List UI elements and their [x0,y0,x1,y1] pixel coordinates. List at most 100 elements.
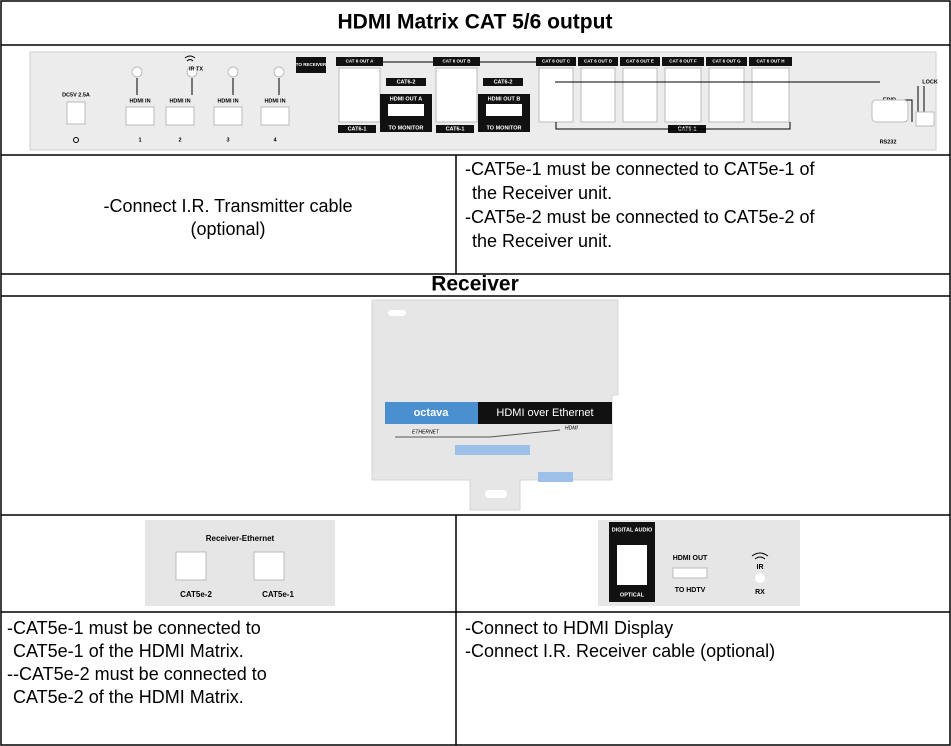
cat6-2-tab [483,78,523,86]
note-line: CAT5e-2 of the HDMI Matrix. [13,687,244,707]
cat6-2-label: CAT6-2 [494,79,513,85]
sticker-line [489,429,561,438]
receiver-title: Receiver [431,273,519,296]
cat6-1-label: CAT6-1 [348,126,367,132]
note-line: --CAT5e-2 must be connected to [7,664,267,684]
panel-plate [145,520,335,606]
cat6-port [435,67,478,123]
rs232-port [871,99,909,123]
lock-label: LOCK [922,79,938,85]
port [175,551,207,581]
audio-label: DIGITAL AUDIO [612,527,653,533]
power-label: DC5V 2.5A [62,92,90,98]
hdmi-out-label: HDMI OUT A [390,96,423,102]
title: HDMI Matrix CAT 5/6 output [338,11,613,34]
cat6-out-label: CAT 6 OUT A [346,59,374,64]
cat6-tab [536,57,576,66]
cat6-1-tab [436,125,474,133]
cat6-out-label: CAT 6 OUT B [443,59,472,64]
cat6-2-label: CAT6-2 [397,79,416,85]
product-label: HDMI over Ethernet [496,407,593,419]
receiver-ethernet-panel: Receiver-Ethernet CAT5e-2 CAT5e-1 [145,520,335,606]
hdmi-in-label: HDMI IN [129,98,150,104]
ir-label: IR [757,564,764,571]
brand: octava [414,407,450,419]
sticker [455,445,530,455]
cat6-port [538,67,574,123]
rs232-label: RS232 [880,139,897,145]
cat6-tab [336,57,383,66]
port-mark: ETHERNET [412,429,440,435]
hdmi-in-port [213,106,243,126]
power-port [66,101,86,125]
cat6-2-tab [386,78,426,86]
input-number: 3 [226,137,229,143]
input-number: 4 [273,137,277,143]
note-line: (optional) [190,219,265,239]
hdmi-in-label: HDMI IN [169,98,190,104]
monitor-box [478,124,530,132]
cat6-out-label: CAT 6 OUT E [626,59,654,64]
receiver-hdmi-panel: DIGITAL AUDIO OPTICAL HDMI OUT TO HDTV I… [598,520,800,606]
monitor-label: TO MONITOR [487,125,522,131]
cat6-1-tab [338,125,376,133]
cat6-out-label: CAT 6 OUT F [669,59,697,64]
note-line: -CAT5e-1 must be connected to [7,618,261,638]
rx-label: RX [755,589,765,596]
to-receiver-box [296,57,326,73]
matrix-panel: DC5V 2.5A HDMI IN 1 HDMI IN 2 HDMI IN 3 HDMI IN… [29,51,938,151]
to-receiver-label: TO RECEIVER [296,62,327,67]
cat6-port [708,67,745,123]
port-label: CAT5e-2 [180,590,212,599]
ir-icon [751,552,769,560]
note-line: -CAT5e-2 must be connected to CAT5e-2 of [465,207,815,227]
aux-port [915,111,935,127]
hdmi-out-port [486,104,522,116]
cat6-out-label: CAT 6 OUT H [757,59,785,64]
to-hdtv-label: TO HDTV [675,587,706,594]
cat6-1-label: CAT6-1 [446,126,465,132]
input-led [186,66,198,78]
ir-icon [184,55,196,62]
label-box [478,402,612,424]
hdmi-out-port [388,104,424,116]
note-line: -Connect I.R. Transmitter cable [103,196,352,216]
bracket [555,122,791,130]
cat6-tab [578,57,618,66]
cat6-port [580,67,616,123]
cat6-out-label: CAT 6 OUT G [712,59,741,64]
cat6-tab [620,57,660,66]
hdmi-in-port [260,106,290,126]
port-label: CAT5e-1 [262,590,294,599]
input-number: 1 [138,137,141,143]
monitor-label: TO MONITOR [389,125,424,131]
hdmi-in-port [125,106,155,126]
power-symbol [73,137,79,143]
note-line: -Connect I.R. Receiver cable (optional) [465,641,775,661]
input-led [131,66,143,78]
hdmi-port [672,567,708,579]
ir-port [755,573,765,583]
note-line: -Connect to HDMI Display [465,618,673,638]
input-led [273,66,285,78]
cat6-out-label: CAT 6 OUT D [584,59,613,64]
cat6-port [338,67,381,123]
note-line: the Receiver unit. [472,183,612,203]
cat6-port [751,67,790,123]
hdmi-in-port [165,106,195,126]
input-led [227,66,239,78]
cat6-tab [706,57,747,66]
note-line: -CAT5e-1 must be connected to CAT5e-1 of [465,159,815,179]
input-number: 2 [178,137,181,143]
panel-title: Receiver-Ethernet [206,534,275,543]
hdmi-out-label: HDMI OUT B [488,96,521,102]
cat6-tab [433,57,480,66]
port-mark: HDMI [565,425,578,431]
brand-box [385,402,478,424]
optical-port [617,545,647,585]
hdmi-in-label: HDMI IN [217,98,238,104]
